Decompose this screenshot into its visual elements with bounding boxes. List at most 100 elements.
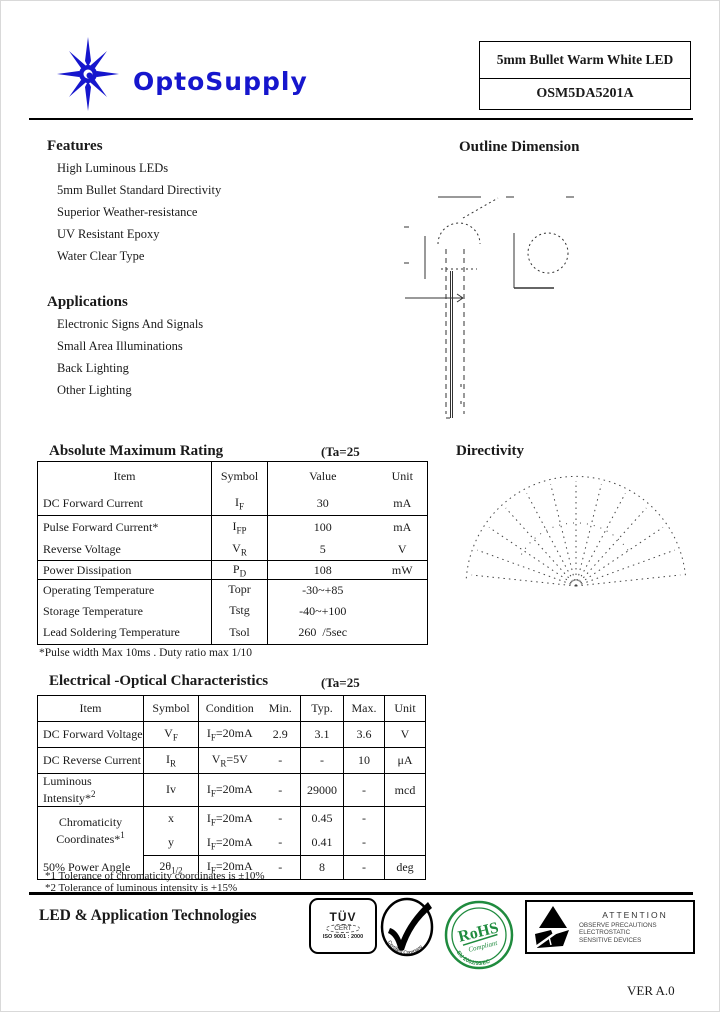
eoc-row: 50% Power Angle 2θ1/2 IF=20mA - 8 - deg [37, 855, 426, 880]
unit-cell [385, 807, 426, 831]
typ-cell: 0.41 [300, 830, 344, 856]
item-cell: Storage Temperature [37, 600, 212, 622]
features-heading: Features [47, 138, 103, 154]
max-cell: - [343, 855, 385, 880]
applications-list: Electronic Signs And Signals Small Area … [57, 313, 203, 401]
feature-item: 5mm Bullet Standard Directivity [57, 183, 222, 197]
amr-row: Operating Temperature Topr -30~+85 [37, 579, 428, 601]
max-cell: - [343, 830, 385, 856]
max-cell: 3.6 [343, 721, 385, 748]
eoc-footnote-1: *1 Tolerance of chromaticity coordinates… [45, 870, 265, 882]
symbol-cell: y [143, 830, 199, 856]
application-item: Back Lighting [57, 361, 129, 375]
amr-row: Pulse Forward Current* IFP 100 mA [37, 515, 428, 539]
symbol-cell: x [143, 806, 199, 831]
min-cell: - [260, 830, 301, 856]
esd-warning-icon [532, 906, 569, 950]
product-title-box: 5mm Bullet Warm White LED OSM5DA5201A [479, 41, 691, 110]
col-header-max: Max. [343, 695, 385, 722]
brand-logo: OptoSupply [57, 37, 308, 111]
amr-row: Power Dissipation PD 108 mW [37, 560, 428, 580]
condition-cell: IF=20mA [198, 830, 261, 856]
max-cell: - [343, 806, 385, 831]
min-cell: - [260, 855, 301, 880]
rohs-compliant-badge: RoHS Compliant EU 2002/95/EC [444, 900, 514, 970]
eoc-condition: (Ta=25 [321, 675, 360, 690]
amr-heading: Absolute Maximum Rating [49, 443, 224, 459]
starburst-logo-icon [57, 37, 119, 111]
item-cell: 50% Power Angle [37, 855, 144, 880]
unit-cell [378, 622, 428, 645]
symbol-cell: Iv [143, 773, 199, 807]
symbol-cell: PD [211, 560, 268, 580]
value-cell: 260 /5sec [298, 625, 348, 640]
certified-check-badge: Certified Company [380, 897, 434, 957]
item-cell: Lead Soldering Temperature [37, 621, 212, 645]
value-cell: 108 [267, 560, 378, 580]
version-label: VER A.0 [627, 983, 675, 998]
tuv-cert-badge: TÜV CERT ISO 9001 : 2000 [309, 898, 377, 954]
eoc-header-row: Item Symbol Condition Min. Typ. Max. Uni… [37, 695, 426, 722]
eoc-row: DC Reverse Current IR VR=5V - - 10 μA [37, 747, 426, 774]
application-item: Small Area Illuminations [57, 339, 183, 353]
electro-optical-table: Item Symbol Condition Min. Typ. Max. Uni… [37, 695, 426, 880]
col-header-condition: Condition [198, 695, 261, 722]
directivity-heading: Directivity [456, 443, 525, 459]
value-cell: 100 [313, 519, 332, 534]
value-cell: 30 [267, 491, 378, 516]
col-header-symbol: Symbol [143, 695, 199, 722]
typ-cell: 3.1 [300, 721, 344, 748]
attention-line: SENSITIVE DEVICES [579, 936, 642, 944]
application-item: Electronic Signs And Signals [57, 317, 204, 331]
typ-cell: 29000 [300, 773, 344, 807]
company-tagline: LED & Application Technologies [39, 907, 257, 924]
col-header-item: Item [37, 461, 212, 492]
symbol-cell: Topr [211, 579, 268, 601]
amr-condition: (Ta=25 [321, 444, 360, 459]
symbol-cell: Tsol [211, 621, 268, 645]
header-divider [29, 118, 693, 120]
col-header-unit: Unit [391, 469, 413, 484]
eoc-footnote-2: *2 Tolerance of luminous intensity is +1… [45, 882, 238, 894]
symbol-cell: VR [211, 538, 268, 561]
max-cell: - [343, 773, 385, 807]
unit-cell [384, 830, 426, 856]
col-header-typ: Typ. [300, 695, 344, 722]
item-cell: DC Reverse Current [37, 747, 144, 774]
item-cell: Chromaticity Coordinates*1 [37, 806, 144, 856]
applications-heading: Applications [47, 294, 128, 310]
item-cell: Operating Temperature [37, 579, 212, 601]
part-number: OSM5DA5201A [536, 86, 634, 101]
condition-cell: IF=20mA [198, 721, 261, 748]
unit-cell [378, 580, 428, 601]
max-cell: 10 [343, 747, 385, 774]
eoc-row: y IF=20mA - 0.41 - [38, 830, 426, 856]
item-cell: DC Forward Voltage [37, 721, 144, 748]
amr-row: DC Forward Current IF 30 mA [37, 491, 428, 516]
condition-cell: VR=5V [198, 747, 261, 774]
tuv-iso-label: ISO 9001 : 2000 [322, 934, 364, 940]
symbol-cell: VF [143, 721, 199, 748]
value-cell: -40~+100 [299, 603, 347, 618]
unit-cell: V [384, 721, 426, 748]
value-cell: 5 [267, 538, 378, 561]
eoc-row: DC Forward Voltage VF IF=20mA 2.9 3.1 3.… [37, 721, 426, 748]
col-header-symbol: Symbol [211, 461, 268, 492]
feature-item: High Luminous LEDs [57, 161, 169, 175]
amr-row: Storage Temperature Tstg -40~+100 [37, 600, 428, 622]
item-cell: Luminous Intensity*2 [37, 773, 144, 807]
amr-header-row: Item Symbol Value Unit [37, 461, 428, 492]
feature-item: Superior Weather-resistance [57, 205, 198, 219]
symbol-cell: IR [143, 747, 199, 774]
item-cell: Pulse Forward Current* [37, 515, 212, 539]
value-cell: -30~+85 [302, 582, 344, 597]
unit-cell: mA [377, 491, 428, 516]
brand-name: OptoSupply [133, 66, 308, 96]
eoc-row: Luminous Intensity*2 Iv IF=20mA - 29000 … [37, 773, 426, 807]
outline-heading: Outline Dimension [459, 139, 580, 155]
unit-cell: mcd [384, 773, 426, 807]
product-title: 5mm Bullet Warm White LED [480, 42, 690, 79]
eoc-row: Chromaticity Coordinates*1 x IF=20mA - 0… [37, 806, 426, 856]
min-cell: - [260, 806, 301, 831]
min-cell: - [260, 747, 301, 774]
